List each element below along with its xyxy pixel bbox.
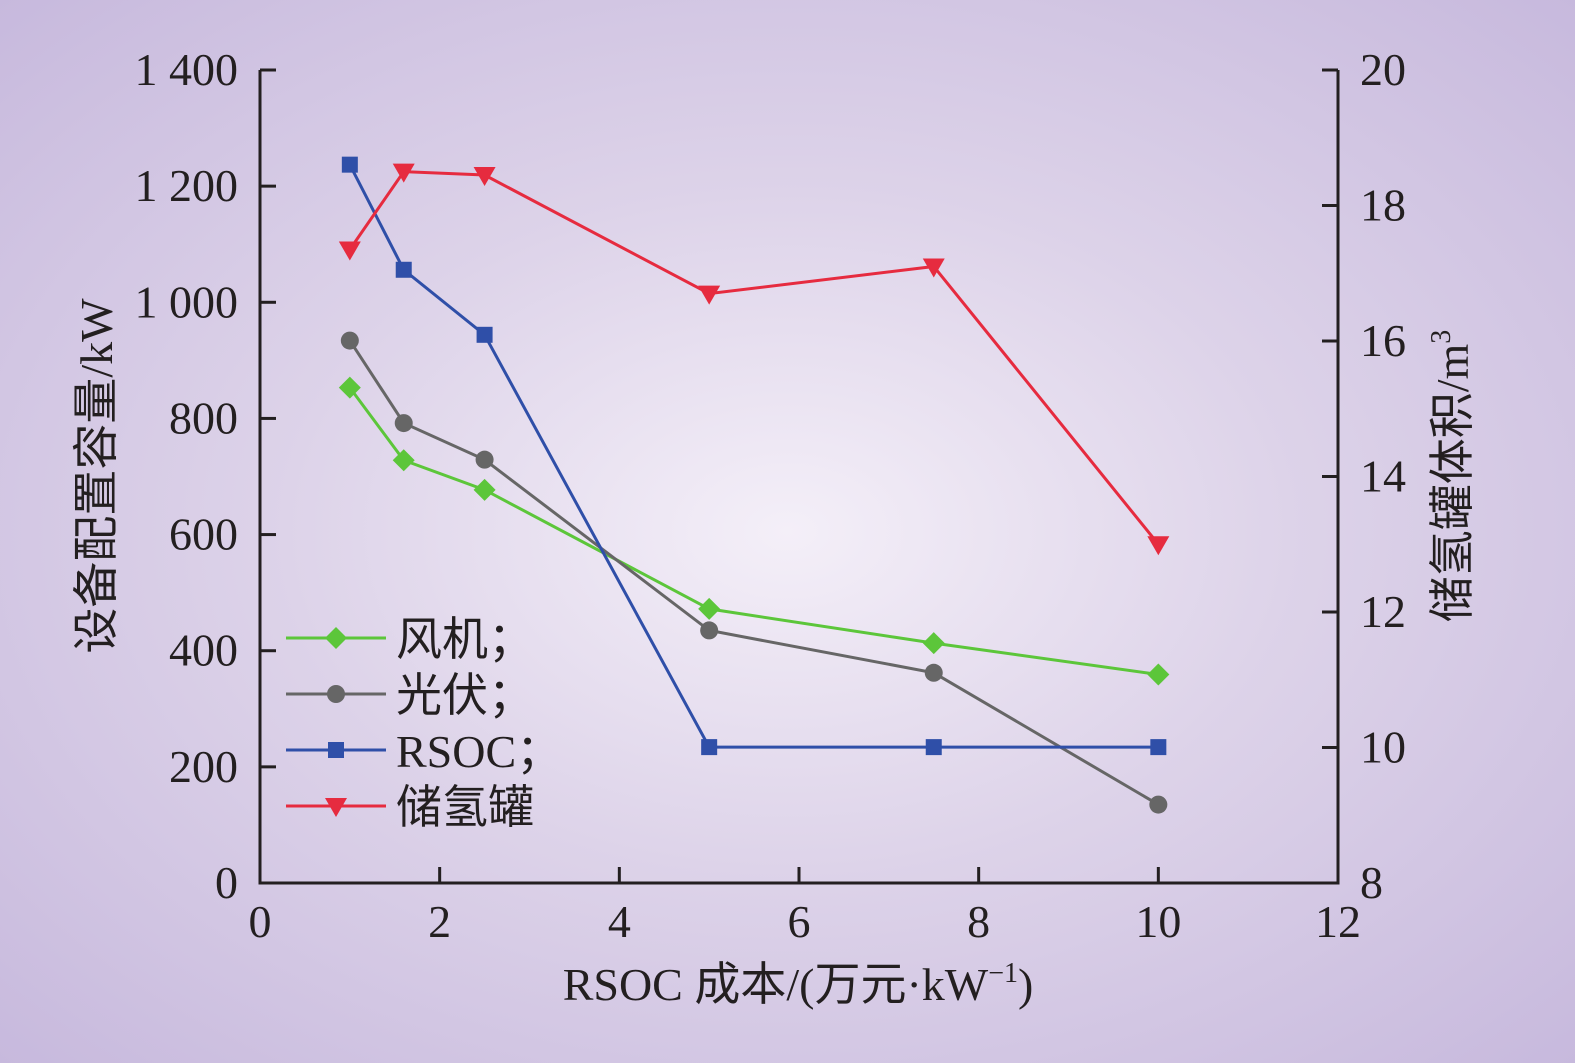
series-line-pv (348, 339, 1160, 806)
point-rsoc-4 (925, 739, 942, 756)
x-tick-label-2: 2 (428, 896, 451, 947)
x-tick-label-4: 4 (608, 896, 631, 947)
point-wind-3 (698, 597, 721, 620)
y2-tick-label-8: 8 (1360, 857, 1383, 908)
point-rsoc-0 (341, 156, 358, 173)
legend-item-rsoc: RSOC； (286, 726, 562, 777)
point-wind-5 (1147, 663, 1170, 686)
x-axis-label-sup: −1 (988, 958, 1018, 989)
point-wind-0 (338, 376, 361, 399)
y2-tick-label-12: 12 (1360, 586, 1406, 637)
x-tick-label-8: 8 (967, 896, 990, 947)
series-line-wind (348, 386, 1159, 677)
y-tick-label-0: 0 (215, 857, 238, 908)
legend-item-h2-tank: 储氢罐 (286, 782, 534, 833)
point-rsoc-1 (395, 261, 412, 278)
y2-axis-label-main: 储氢罐体积/m (1427, 344, 1478, 623)
point-h2-tank-1 (392, 163, 415, 183)
y2-tick-label-14: 14 (1360, 451, 1406, 502)
point-pv-1 (394, 414, 413, 433)
point-pv-2 (475, 450, 494, 469)
point-wind-4 (922, 632, 945, 655)
legend-marker-h2-tank (325, 798, 347, 817)
x-axis-label: RSOC 成本/(万元·kW−1) (563, 958, 1034, 1010)
axes: 0 2 4 6 8 10 12 0 200 400 600 800 1 000 1 200 1 400 8 10… (135, 44, 1407, 947)
x-tick-label-0: 0 (249, 896, 272, 947)
series-pv (340, 331, 1168, 814)
point-wind-1 (392, 449, 415, 472)
series-line-h2-tank (348, 170, 1160, 546)
x-axis-label-main: RSOC 成本/(万元·kW (563, 959, 989, 1010)
point-h2-tank-3 (698, 285, 721, 305)
point-h2-tank-4 (922, 258, 945, 278)
point-pv-5 (1149, 795, 1168, 814)
y-axis-label: 设备配置容量/kW (71, 298, 122, 654)
series-h2-tank (338, 163, 1170, 556)
point-rsoc-3 (701, 739, 718, 756)
point-wind-2 (473, 478, 496, 501)
point-h2-tank-0 (338, 241, 361, 261)
y2-tick-label-16: 16 (1360, 315, 1406, 366)
y-tick-label-200: 200 (169, 741, 238, 792)
point-h2-tank-5 (1147, 536, 1170, 556)
y2-tick-label-18: 18 (1360, 180, 1406, 231)
y-tick-label-600: 600 (169, 509, 238, 560)
y2-tick-label-10: 10 (1360, 722, 1406, 773)
x-tick-label-6: 6 (788, 896, 811, 947)
series-layer (338, 156, 1170, 814)
point-h2-tank-2 (473, 167, 496, 187)
legend-item-wind: 风机； (286, 614, 534, 665)
point-rsoc-2 (476, 326, 493, 343)
y-tick-label-1000: 1 000 (135, 276, 239, 327)
legend-label-wind: 风机； (396, 614, 534, 665)
point-pv-4 (924, 663, 943, 682)
y-tick-label-1400: 1 400 (135, 44, 239, 95)
legend-label-rsoc: RSOC； (396, 726, 562, 777)
legend-item-pv: 光伏； (286, 670, 534, 721)
series-wind (338, 376, 1170, 686)
series-rsoc (341, 156, 1167, 756)
point-pv-0 (340, 331, 359, 350)
x-tick-label-12: 12 (1315, 896, 1361, 947)
legend-marker-pv (327, 685, 345, 703)
y-tick-label-400: 400 (169, 625, 238, 676)
legend-marker-rsoc (328, 742, 344, 758)
legend: 风机；光伏；RSOC；储氢罐 (286, 614, 562, 833)
legend-label-pv: 光伏； (396, 670, 534, 721)
y2-tick-label-20: 20 (1360, 44, 1406, 95)
x-tick-label-10: 10 (1135, 896, 1181, 947)
point-pv-3 (700, 621, 719, 640)
y-tick-label-800: 800 (169, 392, 238, 443)
series-line-rsoc (348, 163, 1159, 749)
y2-axis-label: 储氢罐体积/m3 (1426, 330, 1478, 623)
x-axis-label-end: ) (1018, 959, 1033, 1010)
point-rsoc-5 (1150, 739, 1167, 756)
y2-axis-label-sup: 3 (1426, 330, 1457, 344)
legend-marker-wind (325, 627, 347, 649)
y-tick-label-1200: 1 200 (135, 160, 239, 211)
legend-label-h2-tank: 储氢罐 (396, 782, 534, 833)
